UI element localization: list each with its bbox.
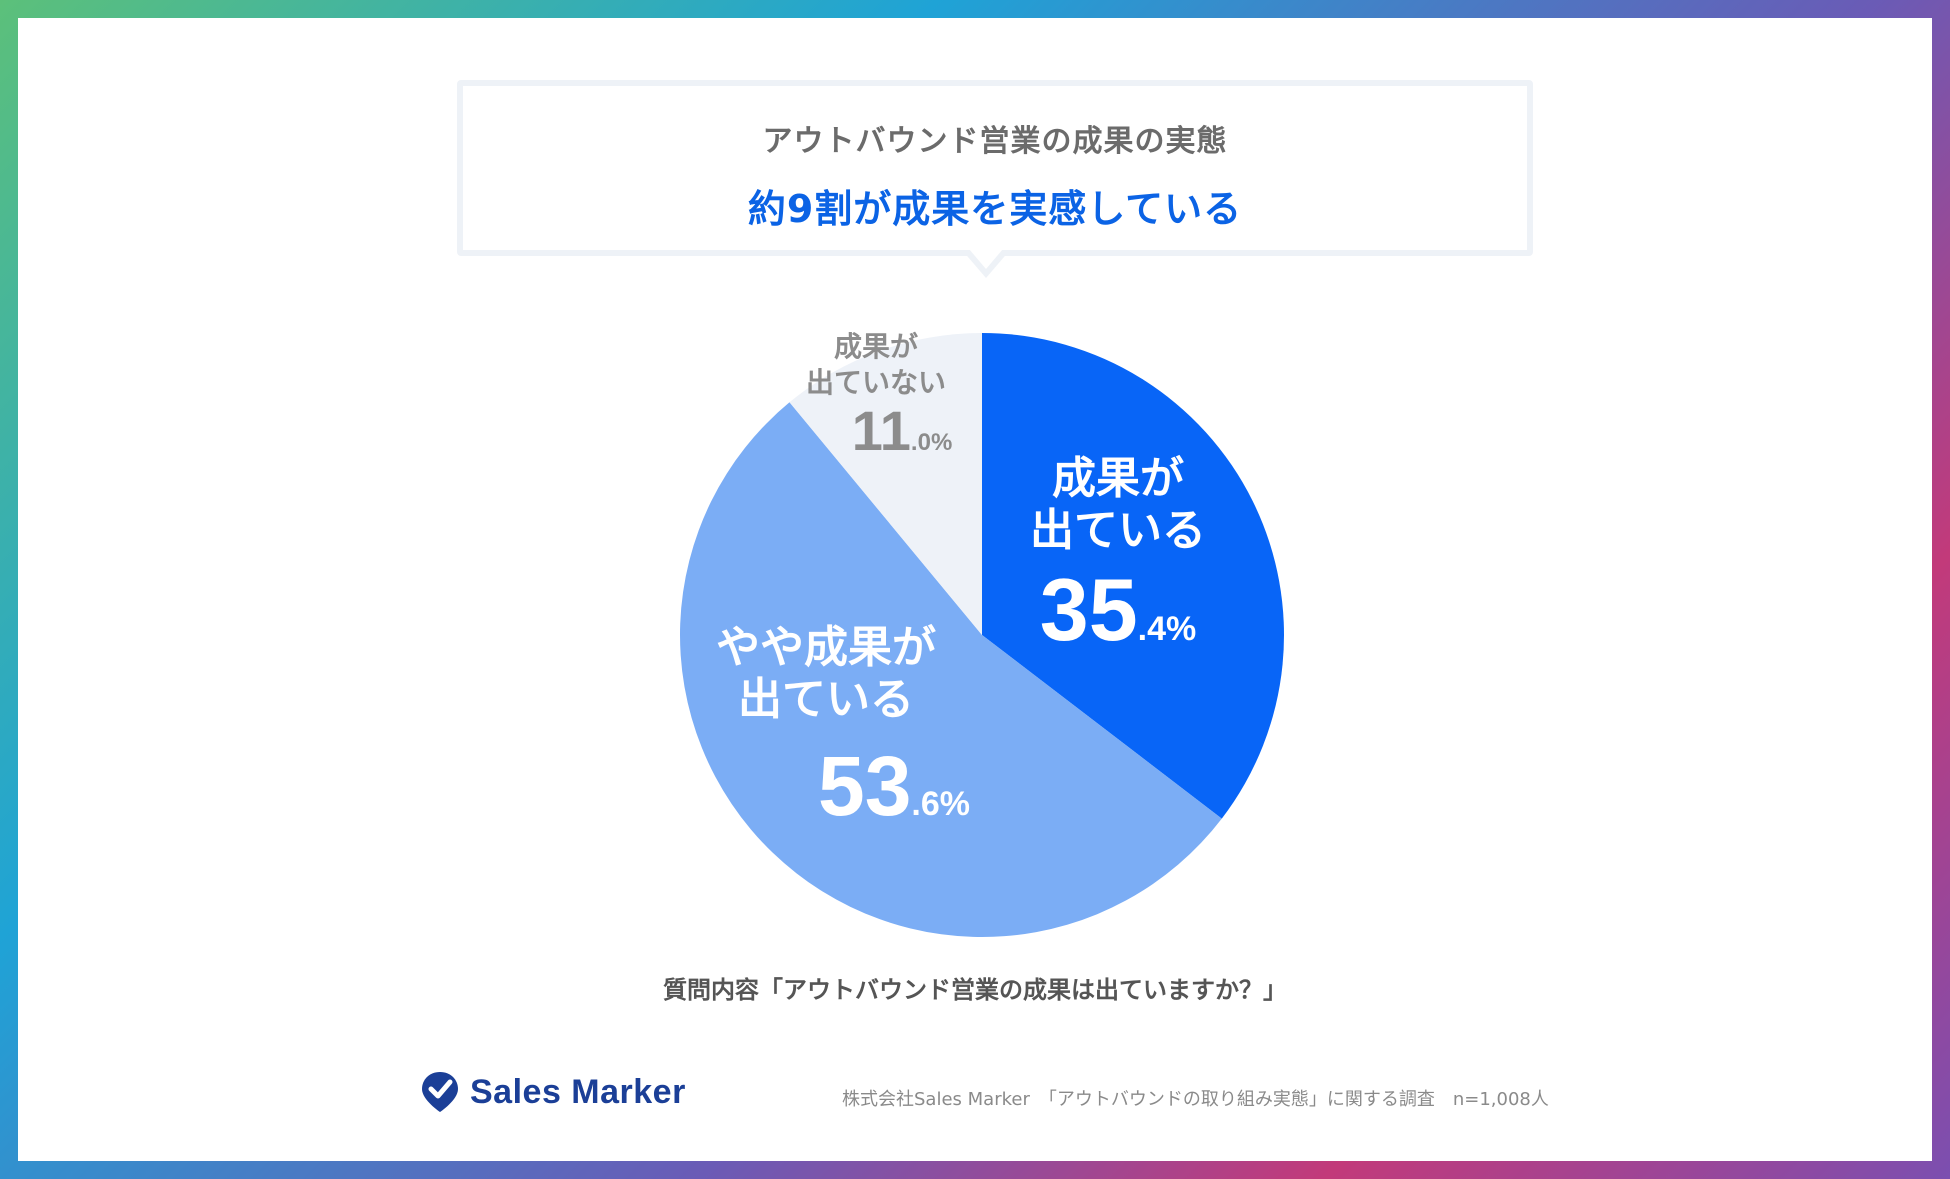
location-pin-check-icon — [422, 1072, 458, 1112]
pie-slice — [789, 333, 982, 635]
slice-label: 出ている — [1030, 505, 1206, 556]
logo-text: Sales Marker — [470, 1072, 686, 1111]
callout-tail-inner — [969, 249, 1003, 269]
slice-value: 35.4% — [1040, 560, 1196, 659]
slice-label: やや成果が — [716, 622, 936, 673]
callout-headline: 約9割が成果を実感している — [747, 187, 1243, 231]
slice-label: 出ている — [738, 674, 914, 725]
pie-slice — [982, 333, 1285, 819]
pie-slice — [680, 402, 1222, 937]
slice-label: 成果が — [1052, 453, 1184, 504]
slice-value: 11.0% — [852, 399, 953, 462]
slice-value: 53.6% — [818, 739, 970, 833]
source-note: 株式会社Sales Marker 「アウトバウンドの取り組み実態」に関する調査 … — [842, 1089, 1549, 1110]
callout-title: アウトバウンド営業の成果の実態 — [762, 124, 1228, 159]
question-text: 質問内容「アウトバウンド営業の成果は出ていますか？」 — [663, 976, 1287, 1004]
slice-label: 出ていない — [806, 366, 946, 399]
slice-label: 成果が — [834, 330, 918, 363]
sales-marker-logo: Sales Marker — [418, 1070, 686, 1114]
